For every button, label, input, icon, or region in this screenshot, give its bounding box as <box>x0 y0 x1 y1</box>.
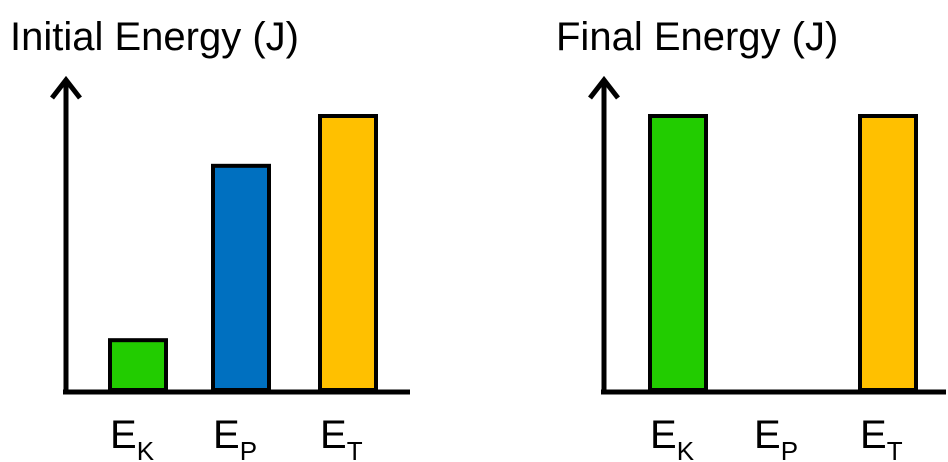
final-energy-chart: Final Energy (J) EK EP ET <box>556 15 946 462</box>
y-axis-arrowhead <box>588 75 620 100</box>
bars-group <box>108 114 378 393</box>
chart-title: Initial Energy (J) <box>10 15 299 59</box>
bar-et <box>858 114 918 392</box>
x-tick-label-ep: EP <box>754 413 798 462</box>
x-tick-label-ek: EK <box>650 413 695 462</box>
bar-ek <box>108 338 168 393</box>
bar-et <box>318 114 378 392</box>
x-tick-label-ep: EP <box>213 413 257 462</box>
x-tick-label-et: ET <box>860 413 903 462</box>
x-tick-label-ek: EK <box>110 413 155 462</box>
x-tick-label-et: ET <box>320 413 363 462</box>
bars-group <box>648 114 918 392</box>
y-axis-arrowhead <box>50 75 82 100</box>
bar-ek <box>648 114 708 392</box>
x-tick-labels: EK EP ET <box>110 413 363 462</box>
initial-energy-chart: Initial Energy (J) EK EP ET <box>10 15 410 462</box>
bar-ep <box>211 163 271 392</box>
chart-title: Final Energy (J) <box>556 15 838 59</box>
x-tick-labels: EK EP ET <box>650 413 903 462</box>
